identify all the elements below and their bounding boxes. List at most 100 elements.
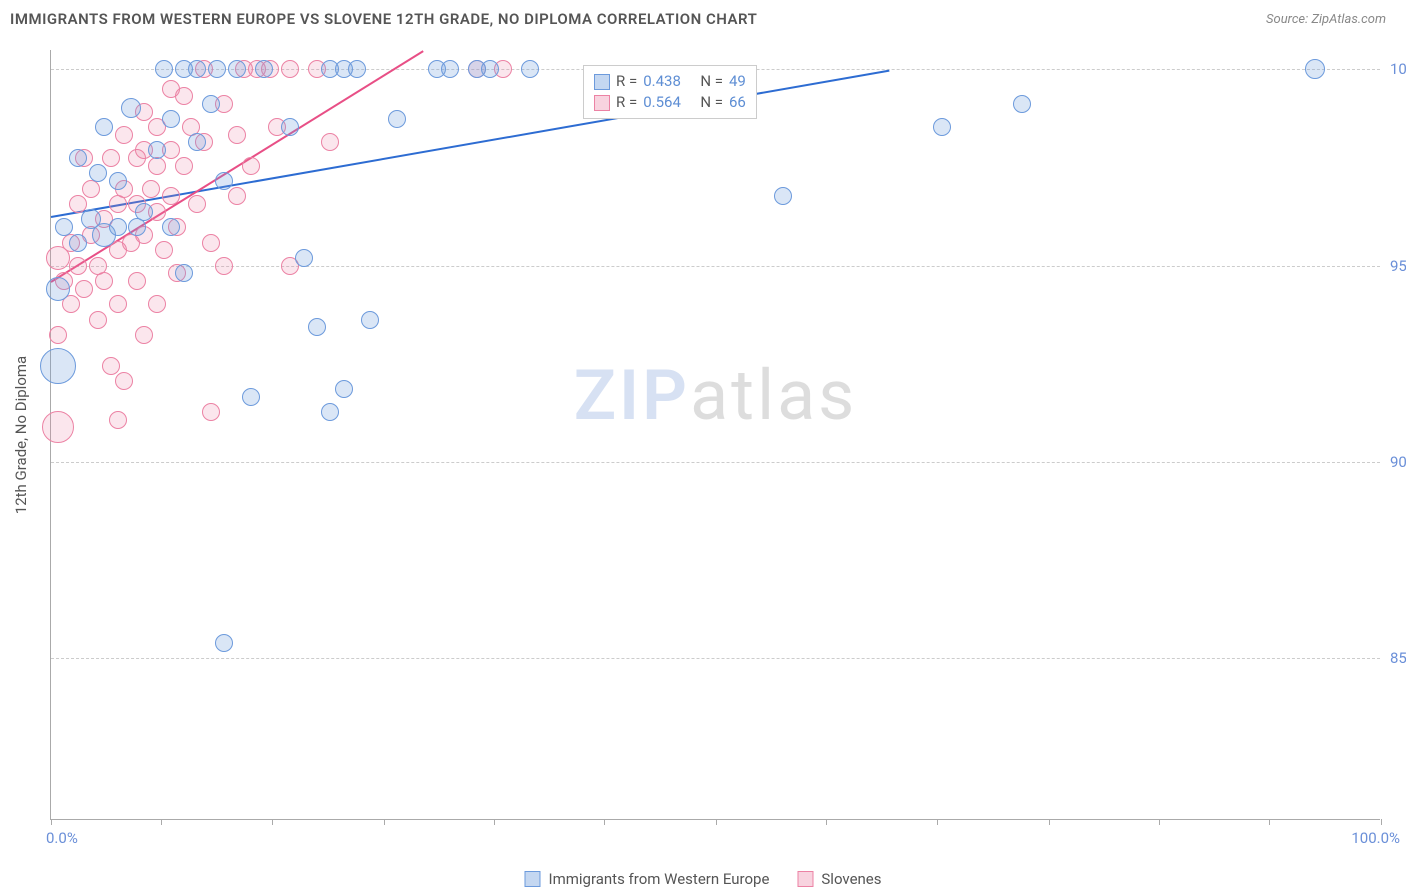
data-point-blue (121, 98, 141, 118)
data-point-pink (202, 403, 220, 421)
data-point-blue (55, 218, 73, 236)
x-axis-max-label: 100.0% (1351, 829, 1400, 847)
data-point-pink (175, 87, 193, 105)
gridline (51, 658, 1380, 659)
data-point-blue (321, 403, 339, 421)
data-point-blue (109, 172, 127, 190)
data-point-blue (46, 277, 70, 301)
x-tick (937, 819, 938, 825)
x-tick (51, 819, 52, 825)
correlation-legend: R = 0.438 N = 49R = 0.564 N = 66 (583, 65, 757, 119)
x-tick (384, 819, 385, 825)
data-point-pink (95, 272, 113, 290)
trendline-pink (50, 50, 423, 283)
data-point-blue (1013, 95, 1031, 113)
source-attribution: Source: ZipAtlas.com (1266, 12, 1386, 27)
data-point-blue (295, 249, 313, 267)
data-point-pink (115, 372, 133, 390)
data-point-pink (215, 257, 233, 275)
data-point-pink (109, 195, 127, 213)
data-point-pink (109, 295, 127, 313)
data-point-pink (162, 187, 180, 205)
data-point-blue (69, 149, 87, 167)
data-point-blue (109, 218, 127, 236)
data-point-pink (228, 126, 246, 144)
data-point-blue (361, 311, 379, 329)
data-point-blue (162, 110, 180, 128)
data-point-blue (208, 60, 226, 78)
data-point-blue (242, 388, 260, 406)
x-tick (1049, 819, 1050, 825)
data-point-blue (148, 141, 166, 159)
data-point-blue (69, 234, 87, 252)
data-point-blue (202, 95, 220, 113)
data-point-pink (49, 326, 67, 344)
data-point-blue (188, 60, 206, 78)
data-point-pink (89, 311, 107, 329)
data-point-pink (128, 272, 146, 290)
data-point-pink (188, 195, 206, 213)
data-point-blue (40, 348, 76, 384)
data-point-blue (481, 60, 499, 78)
data-point-pink (102, 357, 120, 375)
data-point-blue (162, 218, 180, 236)
gridline (51, 266, 1380, 267)
data-point-blue (335, 380, 353, 398)
x-tick (494, 819, 495, 825)
data-point-pink (69, 195, 87, 213)
data-point-blue (188, 133, 206, 151)
data-point-blue (128, 218, 146, 236)
scatter-chart: 12th Grade, No Diploma ZIPatlas 0.0% 100… (50, 50, 1380, 820)
title-bar: IMMIGRANTS FROM WESTERN EUROPE VS SLOVEN… (0, 0, 1406, 33)
data-point-pink (115, 126, 133, 144)
x-tick (1269, 819, 1270, 825)
data-point-pink (321, 133, 339, 151)
legend-label-pink: Slovenes (821, 870, 881, 888)
data-point-blue (281, 118, 299, 136)
data-point-pink (242, 157, 260, 175)
data-point-blue (215, 172, 233, 190)
data-point-blue (255, 60, 273, 78)
y-tick-label: 100.0% (1390, 60, 1406, 78)
data-point-pink (281, 60, 299, 78)
y-axis-title: 12th Grade, No Diploma (12, 355, 30, 513)
data-point-pink (148, 157, 166, 175)
x-tick (604, 819, 605, 825)
data-point-pink (102, 149, 120, 167)
y-tick-label: 85.0% (1390, 649, 1406, 667)
data-point-blue (774, 187, 792, 205)
data-point-pink (175, 157, 193, 175)
data-point-blue (1305, 59, 1325, 79)
data-point-blue (89, 164, 107, 182)
data-point-blue (215, 634, 233, 652)
data-point-blue (348, 60, 366, 78)
y-tick-label: 90.0% (1390, 453, 1406, 471)
x-tick (1159, 819, 1160, 825)
x-tick (161, 819, 162, 825)
data-point-pink (109, 411, 127, 429)
data-point-pink (75, 280, 93, 298)
legend-swatch-blue (594, 74, 610, 90)
y-tick-label: 95.0% (1390, 257, 1406, 275)
gridline (51, 462, 1380, 463)
data-point-pink (155, 241, 173, 259)
legend-swatch-pink (797, 871, 813, 887)
legend-swatch-blue (524, 871, 540, 887)
data-point-pink (82, 180, 100, 198)
x-tick (272, 819, 273, 825)
legend-swatch-pink (594, 95, 610, 111)
x-tick (826, 819, 827, 825)
data-point-blue (308, 318, 326, 336)
x-tick (716, 819, 717, 825)
data-point-pink (69, 257, 87, 275)
data-point-pink (202, 234, 220, 252)
data-point-blue (388, 110, 406, 128)
x-axis-min-label: 0.0% (46, 829, 106, 847)
data-point-blue (441, 60, 459, 78)
data-point-pink (42, 411, 74, 443)
chart-title: IMMIGRANTS FROM WESTERN EUROPE VS SLOVEN… (10, 10, 757, 28)
data-point-pink (142, 180, 160, 198)
data-point-blue (228, 60, 246, 78)
watermark: ZIPatlas (574, 355, 858, 437)
data-point-blue (933, 118, 951, 136)
